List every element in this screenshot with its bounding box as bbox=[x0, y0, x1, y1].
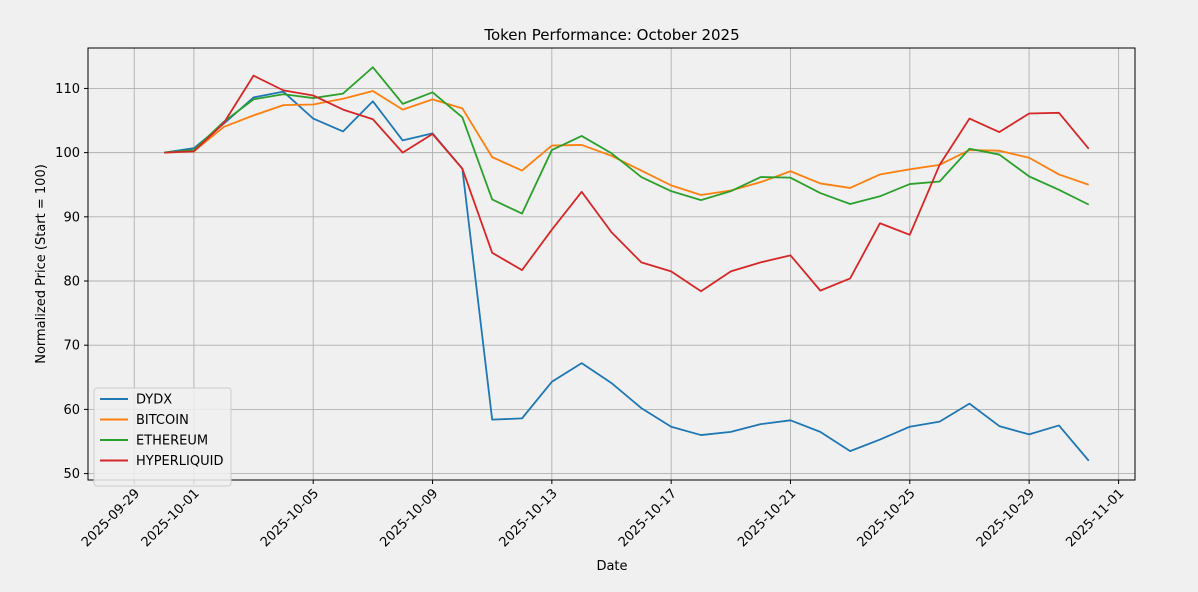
chart-title: Token Performance: October 2025 bbox=[483, 26, 739, 44]
x-axis-label: Date bbox=[596, 559, 627, 574]
legend: DYDX BITCOIN ETHEREUM HYPERLIQUID bbox=[93, 387, 232, 487]
series-line-dydx bbox=[163, 90, 1090, 462]
legend-label-hyperliquid: HYPERLIQUID bbox=[136, 454, 223, 469]
y-tick-label: 50 bbox=[63, 467, 80, 482]
y-tick-label: 70 bbox=[63, 339, 80, 354]
plot-frame bbox=[87, 47, 1136, 481]
plot-background bbox=[88, 48, 1135, 480]
y-tick-label: 100 bbox=[55, 146, 80, 161]
series-line-hyperliquid bbox=[164, 74, 1090, 293]
y-tick-label: 90 bbox=[63, 210, 80, 225]
legend-label-dydx: DYDX bbox=[136, 393, 172, 408]
legend-label-ethereum: ETHEREUM bbox=[136, 434, 208, 449]
y-tick-label: 110 bbox=[55, 82, 80, 97]
y-axis-label: Normalized Price (Start = 100) bbox=[34, 164, 49, 364]
series-line-bitcoin bbox=[164, 90, 1090, 196]
y-tick-label: 80 bbox=[63, 275, 80, 290]
legend-box bbox=[93, 387, 232, 487]
legend-label-bitcoin: BITCOIN bbox=[136, 413, 189, 428]
y-tick-label: 60 bbox=[63, 403, 80, 418]
